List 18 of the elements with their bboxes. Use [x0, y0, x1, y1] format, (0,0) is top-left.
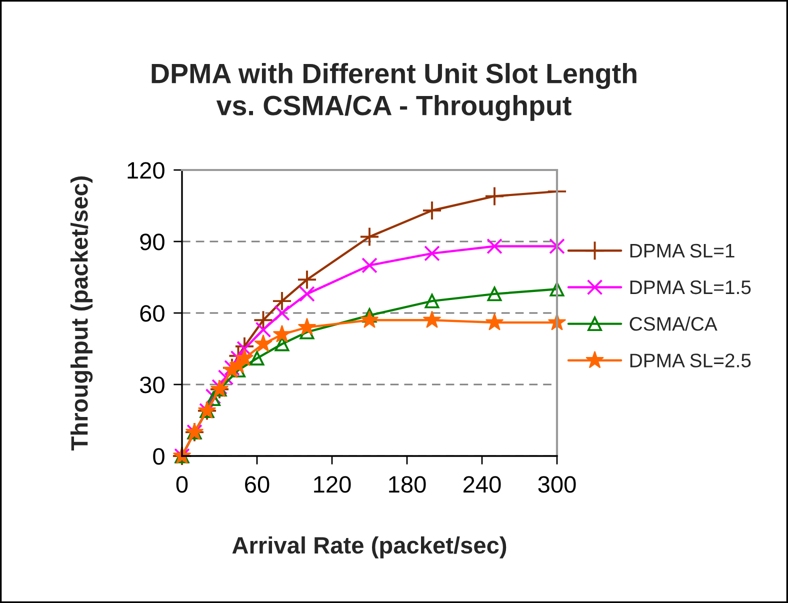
y-tick-label: 30	[140, 376, 164, 394]
y-tick-label: 60	[140, 305, 164, 322]
y-tick-label: 120	[128, 162, 164, 179]
y-tick-label: 90	[140, 234, 164, 250]
x-tick-label: 180	[389, 476, 426, 493]
x-axis-title: Arrival Rate (packet/sec)	[232, 536, 506, 558]
y-axis-title: Throughput (packet/sec)	[70, 176, 93, 450]
x-tick-label: 240	[463, 476, 501, 493]
x-tick-label: 120	[314, 476, 351, 493]
y-tick-label: 0	[153, 448, 164, 465]
x-tick-label: 300	[538, 476, 576, 493]
x-tick-label: 0	[176, 476, 188, 493]
chart-title: DPMA with Different Unit Slot Length vs. CSMA/CA - Throughput	[152, 62, 636, 122]
legend-label: DPMA SL=2.5	[630, 354, 751, 368]
legend-label: DPMA SL=1	[630, 244, 734, 258]
legend-label: DPMA SL=1.5	[630, 280, 751, 294]
x-tick-label: 60	[245, 476, 270, 493]
legend-label: CSMA/CA	[630, 316, 718, 331]
